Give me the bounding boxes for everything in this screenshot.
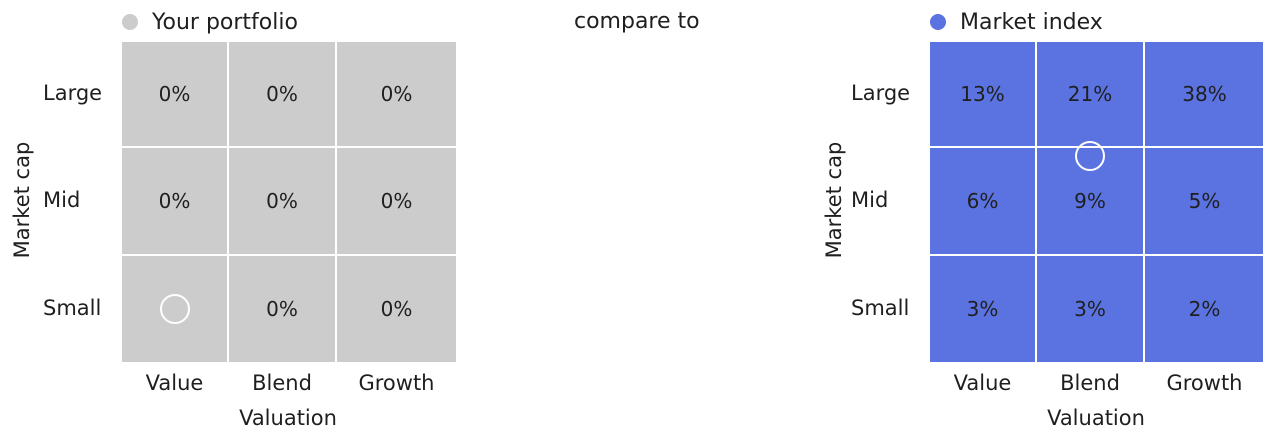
index-centroid-marker <box>1075 141 1105 172</box>
portfolio-cell-small-growth: 0% <box>337 256 456 362</box>
portfolio-row-label-large: Large <box>43 81 103 105</box>
index-row-label-large: Large <box>851 81 911 105</box>
portfolio-centroid-marker <box>159 294 190 324</box>
portfolio-cell-large-growth: 0% <box>337 42 456 146</box>
index-row-label-small: Small <box>851 296 910 320</box>
index-x-axis-label: Valuation <box>1047 406 1145 430</box>
index-row-label-mid: Mid <box>851 188 889 212</box>
portfolio-x-axis-label: Valuation <box>239 406 337 430</box>
index-cell-small-growth: 2% <box>1145 256 1263 362</box>
legend-index: Market index <box>930 8 1103 36</box>
portfolio-row-label-mid: Mid <box>43 188 81 212</box>
portfolio-cell-mid-value: 0% <box>122 148 227 254</box>
legend-portfolio-dot <box>122 14 138 30</box>
index-col-label-blend: Blend <box>1060 371 1120 395</box>
portfolio-y-axis-label: Market cap <box>10 141 34 259</box>
index-y-axis-label: Market cap <box>822 141 846 259</box>
legend-index-dot <box>930 14 946 30</box>
compare-to-label: compare to <box>574 9 700 34</box>
index-cell-mid-value: 6% <box>930 148 1035 254</box>
portfolio-cell-large-blend: 0% <box>229 42 335 146</box>
index-col-label-value: Value <box>953 371 1012 395</box>
legend-portfolio-label: Your portfolio <box>152 9 298 35</box>
portfolio-col-label-blend: Blend <box>252 371 312 395</box>
legend-portfolio: Your portfolio <box>122 8 298 36</box>
index-cell-mid-growth: 5% <box>1145 148 1263 254</box>
index-cell-small-blend: 3% <box>1037 256 1143 362</box>
index-cell-large-value: 13% <box>930 42 1035 146</box>
portfolio-style-box: 0% 0% 0% 0% 0% 0% 0% 0% <box>122 42 456 362</box>
index-col-label-growth: Growth <box>1166 371 1243 395</box>
portfolio-cell-mid-growth: 0% <box>337 148 456 254</box>
legend-index-label: Market index <box>960 9 1103 35</box>
index-style-box: 13% 21% 38% 6% 9% 5% 3% 3% 2% <box>930 42 1263 362</box>
index-cell-mid-blend: 9% <box>1037 148 1143 254</box>
index-cell-small-value: 3% <box>930 256 1035 362</box>
index-cell-large-blend: 21% <box>1037 42 1143 146</box>
portfolio-col-label-value: Value <box>145 371 204 395</box>
portfolio-col-label-growth: Growth <box>358 371 435 395</box>
index-cell-large-growth: 38% <box>1145 42 1263 146</box>
portfolio-cell-large-value: 0% <box>122 42 227 146</box>
portfolio-cell-mid-blend: 0% <box>229 148 335 254</box>
portfolio-row-label-small: Small <box>43 296 102 320</box>
portfolio-cell-small-blend: 0% <box>229 256 335 362</box>
